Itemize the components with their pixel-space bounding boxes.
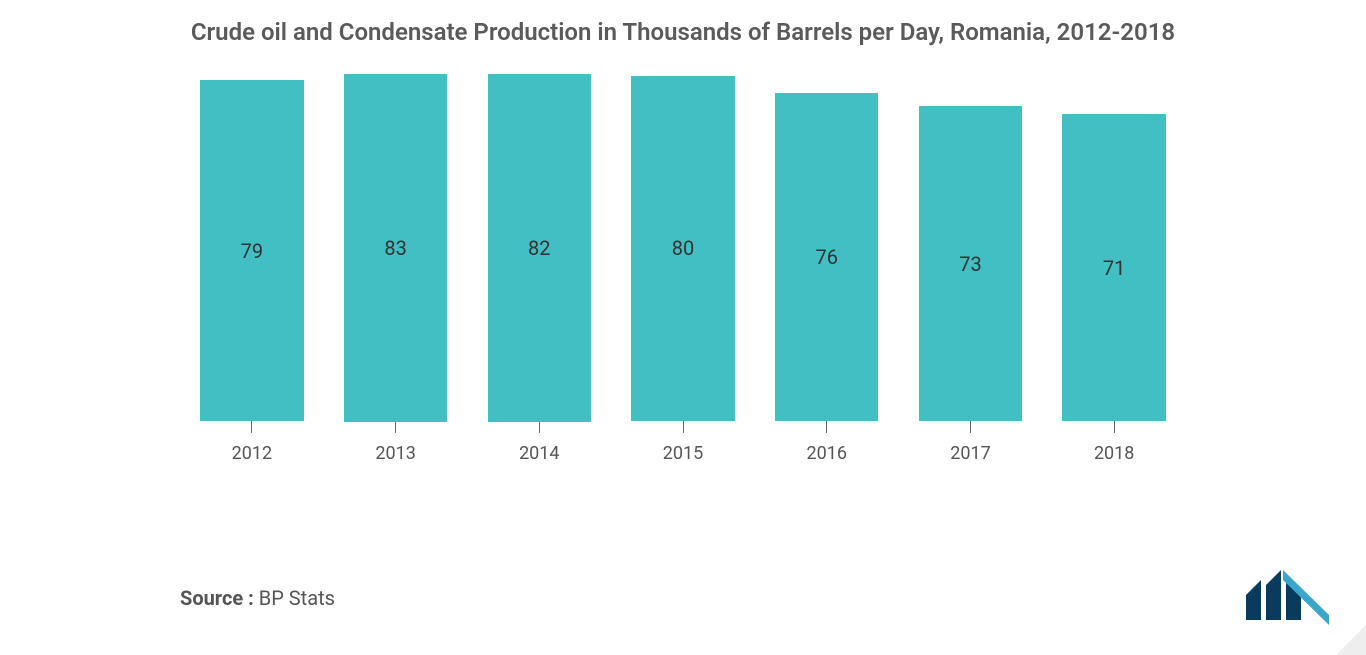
corner-decoration	[1336, 625, 1366, 655]
x-axis-label: 2016	[807, 443, 847, 464]
x-axis-label: 2012	[232, 443, 272, 464]
bar: 71	[1062, 114, 1165, 421]
bar-group: 79 2012	[180, 74, 324, 464]
x-axis-label: 2018	[1094, 443, 1134, 464]
bar-group: 73 2017	[899, 74, 1043, 464]
mordor-logo-icon	[1241, 570, 1331, 625]
source-label: Source :	[180, 586, 254, 610]
bar-group: 82 2014	[467, 74, 611, 464]
bar: 79	[200, 80, 303, 422]
bar-chart: 79 2012 83 2013 82 2014 80 2015 76 2016 73 2017 71 20…	[180, 74, 1186, 464]
chart-title: Crude oil and Condensate Production in T…	[0, 0, 1366, 54]
bar-value-label: 76	[815, 245, 837, 269]
x-axis-tick	[970, 421, 971, 433]
bar-group: 80 2015	[611, 74, 755, 464]
x-axis-tick	[826, 421, 827, 433]
bar-group: 76 2016	[755, 74, 899, 464]
x-axis-tick	[683, 421, 684, 433]
x-axis-label: 2013	[375, 443, 415, 464]
x-axis-label: 2017	[950, 443, 990, 464]
source-citation: Source : BP Stats	[180, 586, 335, 610]
bar-value-label: 83	[384, 236, 406, 260]
x-axis-label: 2015	[663, 443, 703, 464]
bar: 76	[775, 93, 878, 422]
bar: 83	[344, 74, 447, 421]
bar: 73	[919, 106, 1022, 422]
bar-value-label: 73	[959, 252, 981, 276]
bar: 80	[631, 76, 734, 422]
x-axis-tick	[539, 422, 540, 434]
bar-value-label: 71	[1103, 256, 1125, 280]
x-axis-tick	[1114, 421, 1115, 433]
x-axis-tick	[251, 421, 252, 433]
bar-group: 71 2018	[1042, 74, 1186, 464]
x-axis-label: 2014	[519, 443, 559, 464]
bar-value-label: 79	[241, 239, 263, 263]
x-axis-tick	[395, 422, 396, 434]
bar-value-label: 80	[672, 236, 694, 260]
bar: 82	[488, 74, 591, 421]
bar-value-label: 82	[528, 236, 550, 260]
source-value: BP Stats	[259, 586, 335, 610]
bar-group: 83 2013	[324, 74, 468, 464]
